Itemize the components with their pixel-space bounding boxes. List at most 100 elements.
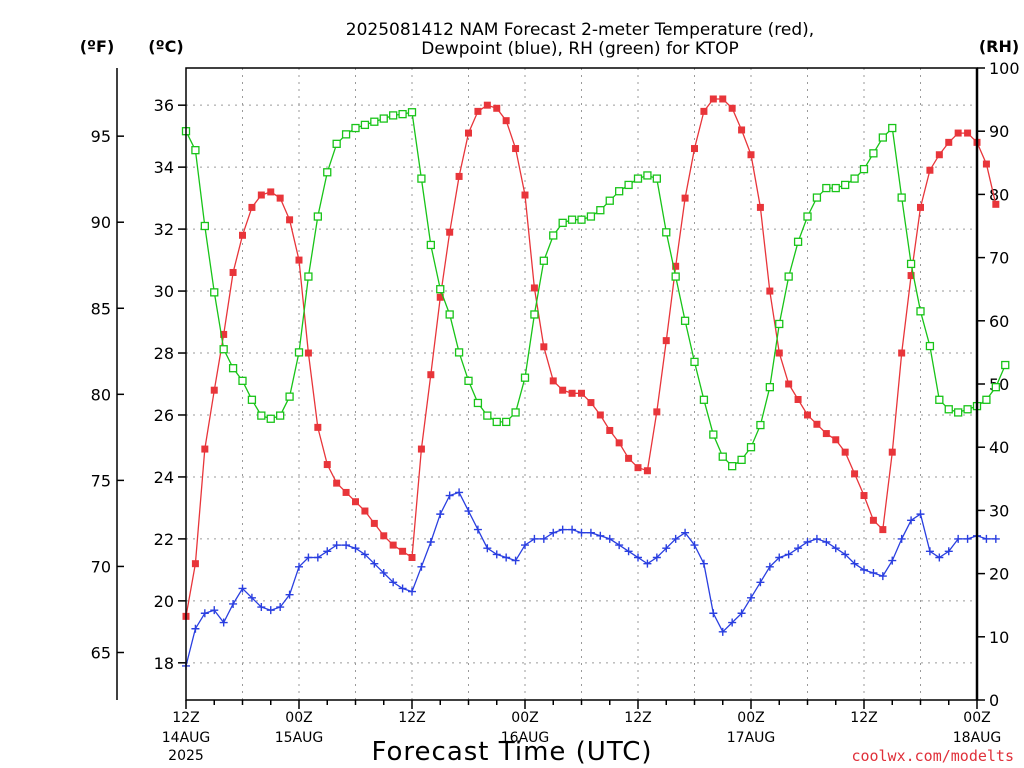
dewpoint-point: [483, 544, 492, 553]
dewpoint-point: [417, 562, 426, 571]
dewpoint-point: [878, 572, 887, 581]
temperature-point: [361, 507, 369, 515]
chart-title-line1: 2025081412 NAM Forecast 2-meter Temperat…: [346, 20, 814, 40]
dewpoint-point: [323, 547, 332, 556]
rh-point: [680, 316, 690, 325]
temperature-point: [653, 408, 661, 416]
rh-point: [991, 383, 1000, 392]
temperature-point: [615, 439, 623, 447]
dewpoint-point: [634, 553, 642, 562]
temperature-point: [342, 488, 350, 496]
rh-tick-label: 60: [989, 312, 1009, 331]
time-axis: 12Z 14AUG 2025 00Z 15AUG 12Z 00Z 16AUG 12Z 00Z 17A…: [162, 700, 1002, 764]
dewpoint-point: [549, 528, 558, 537]
dewpoint-point: [342, 541, 351, 550]
rh-point: [784, 272, 793, 281]
rh-point: [389, 111, 398, 120]
temperature-point: [738, 126, 746, 134]
time-tick-label: 18AUG: [953, 730, 1002, 746]
temperature-point: [483, 101, 491, 109]
fahrenheit-tick-label: 75: [91, 471, 111, 490]
dewpoint-point: [907, 516, 916, 525]
temperature-point: [502, 117, 510, 125]
celsius-tick-label: 28: [154, 344, 174, 363]
dewpoint-point: [511, 556, 520, 565]
dewpoint-point: [596, 531, 605, 540]
dewpoint-point: [332, 541, 341, 550]
temperature-point: [229, 268, 237, 276]
dewpoint-point: [944, 547, 953, 556]
credit-link[interactable]: coolwx.com/modelts: [851, 747, 1014, 765]
celsius-tick-label: 22: [154, 530, 174, 549]
temperature-point: [314, 423, 322, 431]
temperature-point: [587, 399, 595, 407]
temperature-point: [625, 454, 633, 462]
rh-point: [304, 272, 313, 281]
fahrenheit-tick-label: 70: [91, 557, 111, 576]
dewpoint-point: [831, 544, 840, 553]
rh-point: [341, 130, 351, 139]
temperature-point: [248, 203, 256, 211]
dewpoint-point: [247, 593, 256, 602]
dewpoint-point: [935, 553, 944, 562]
celsius-tick-label: 24: [154, 468, 174, 487]
time-tick-label: 14AUG: [162, 730, 211, 746]
rh-point: [662, 228, 671, 237]
dewpoint-point: [379, 568, 388, 577]
dewpoint-point: [822, 538, 831, 546]
rh-point: [210, 288, 219, 297]
rh-point: [577, 215, 586, 224]
dewpoint-point: [266, 606, 275, 615]
temperature-point: [427, 371, 435, 379]
rh-point: [633, 174, 643, 183]
series-rh: [181, 108, 1010, 471]
rh-point: [502, 417, 511, 427]
dewpoint-point: [539, 534, 548, 543]
temperature-point: [530, 284, 538, 292]
rh-point: [464, 376, 473, 385]
temperature-point: [728, 104, 736, 112]
dewpoint-point: [502, 553, 511, 562]
rh-point: [699, 395, 709, 404]
series-layer: [181, 95, 1010, 670]
temperature-point: [954, 129, 962, 137]
rh-point: [982, 395, 991, 404]
rh-point: [426, 240, 435, 250]
temperature-point: [634, 464, 642, 472]
dewpoint-point: [662, 544, 671, 553]
rh-point: [1001, 360, 1010, 370]
rh-point: [294, 348, 304, 357]
rh-point: [643, 171, 652, 180]
temperature-point: [662, 337, 670, 345]
celsius-tick-label: 32: [154, 220, 174, 239]
dewpoint-point: [671, 534, 680, 543]
rh-point: [869, 149, 878, 158]
rh-point: [285, 392, 294, 401]
temperature-point: [747, 151, 755, 159]
temperature-point: [841, 448, 849, 456]
temperature-point: [304, 349, 312, 357]
temperature-point: [822, 430, 830, 438]
rh-point: [454, 348, 464, 357]
temperature-point: [851, 470, 859, 478]
rh-point: [407, 108, 417, 117]
rh-point: [228, 364, 238, 373]
temperature-point: [935, 151, 943, 159]
dewpoint-point: [521, 541, 529, 550]
dewpoint-point: [737, 609, 746, 618]
dewpoint-point: [784, 550, 793, 559]
rh-point: [247, 395, 257, 404]
dewpoint-point: [313, 553, 322, 562]
dewpoint-point: [765, 562, 774, 571]
temperature-point: [804, 411, 811, 419]
rh-point: [445, 310, 454, 319]
rh-point: [520, 373, 530, 382]
temperature-point: [719, 95, 727, 103]
dewpoint-point: [897, 534, 906, 543]
temperature-point: [888, 448, 896, 456]
temperature-point: [370, 519, 378, 527]
rh-point: [483, 411, 492, 420]
temperature-point: [964, 129, 972, 137]
temperature-point: [389, 541, 397, 549]
rh-point: [728, 462, 737, 471]
